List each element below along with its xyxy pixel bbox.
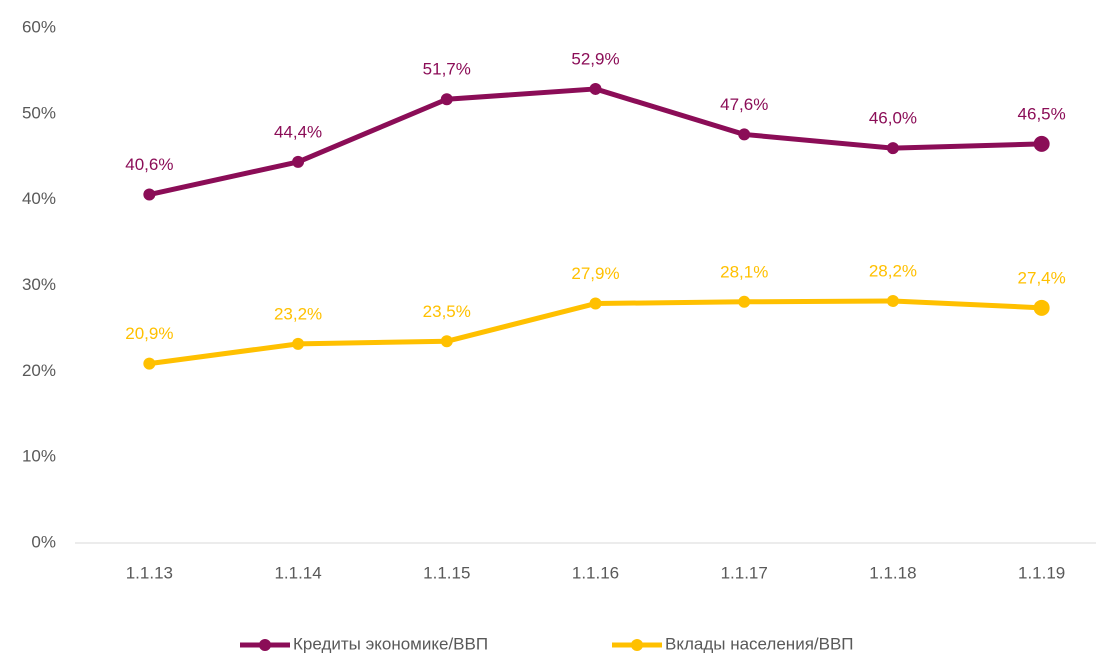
data-label: 28,2% (869, 261, 917, 280)
x-tick-label: 1.1.17 (721, 563, 768, 582)
x-tick-label: 1.1.19 (1018, 563, 1065, 582)
point-marker (292, 337, 305, 350)
y-tick-label: 0% (31, 532, 56, 551)
legend-label: Вклады населения/ВВП (665, 634, 854, 653)
y-tick-label: 20% (22, 361, 56, 380)
series-line (148, 86, 1042, 197)
data-label: 20,9% (125, 324, 173, 343)
point-marker (886, 294, 899, 307)
point-marker (143, 188, 156, 201)
point-marker (1033, 135, 1050, 152)
x-tick-label: 1.1.13 (126, 563, 173, 582)
x-tick-label: 1.1.16 (572, 563, 619, 582)
point-marker (440, 93, 453, 106)
point-marker (440, 335, 453, 348)
point-marker (589, 82, 602, 95)
legend-label: Кредиты экономике/ВВП (293, 634, 488, 653)
x-tick-label: 1.1.15 (423, 563, 470, 582)
point-marker (143, 357, 156, 370)
point-marker (738, 128, 751, 141)
data-label: 40,6% (125, 155, 173, 174)
x-tick-label: 1.1.14 (274, 563, 321, 582)
legend-marker (259, 639, 271, 651)
data-label: 47,6% (720, 95, 768, 114)
data-label: 51,7% (423, 60, 471, 79)
data-label: 27,9% (571, 264, 619, 283)
data-label: 27,4% (1018, 268, 1066, 287)
y-tick-label: 10% (22, 447, 56, 466)
y-tick-label: 30% (22, 275, 56, 294)
legend-marker (631, 639, 643, 651)
point-marker (886, 142, 899, 155)
x-tick-label: 1.1.18 (869, 563, 916, 582)
data-label: 44,4% (274, 122, 322, 141)
data-label: 23,2% (274, 304, 322, 323)
data-label: 28,1% (720, 262, 768, 281)
y-tick-label: 60% (22, 17, 56, 36)
y-tick-label: 40% (22, 189, 56, 208)
data-label: 46,5% (1018, 104, 1066, 123)
point-marker (738, 295, 751, 308)
point-marker (1033, 299, 1050, 316)
point-marker (589, 297, 602, 310)
data-label: 23,5% (423, 302, 471, 321)
data-label: 46,0% (869, 109, 917, 128)
data-label: 52,9% (571, 49, 619, 68)
y-tick-label: 50% (22, 103, 56, 122)
point-marker (292, 155, 305, 168)
